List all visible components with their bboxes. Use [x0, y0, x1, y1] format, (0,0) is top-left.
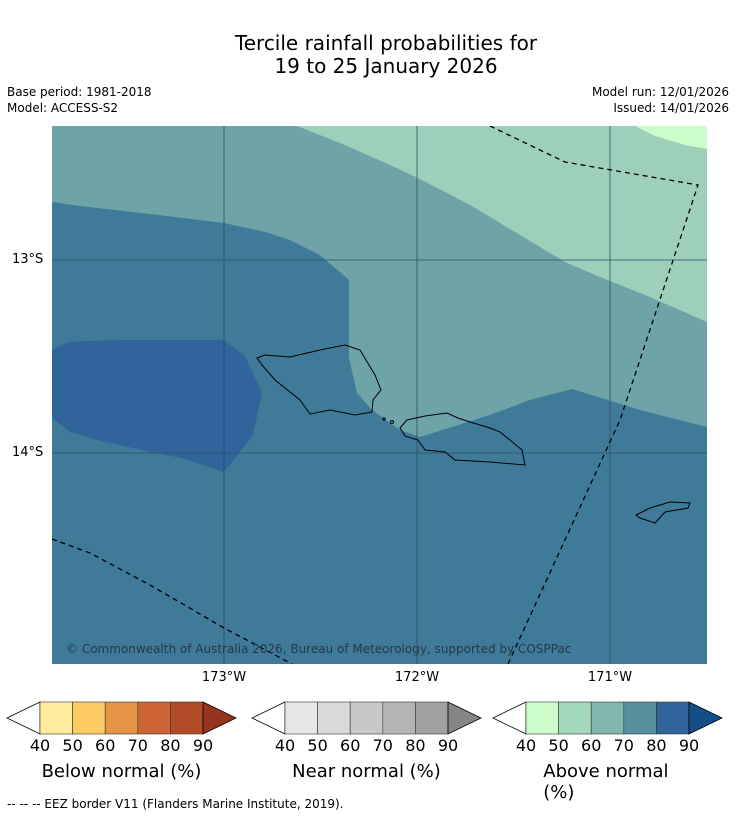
region-above-50-60 [297, 126, 707, 322]
colorbar-tick: 60 [340, 736, 361, 755]
lon-label-171w: 171°W [587, 670, 633, 685]
colorbar-segment [415, 701, 449, 735]
colorbar-2 [251, 701, 482, 735]
colorbar-title: Above normal (%) [543, 761, 669, 803]
colorbar-tick: 50 [307, 736, 328, 755]
colorbar-high-extend [202, 701, 237, 735]
colorbar-title: Near normal (%) [292, 761, 441, 782]
colorbar-low-extend [251, 701, 286, 735]
colorbar-1 [6, 701, 237, 735]
colorbar-segment [590, 701, 625, 735]
colorbar-segment [284, 701, 318, 735]
colorbar-segment [72, 701, 106, 735]
colorbar-segment [525, 701, 559, 735]
lon-label-173w: 173°W [201, 670, 247, 685]
colorbar-tick: 80 [405, 736, 426, 755]
colorbar-segment [349, 701, 384, 735]
colorbar-title: Below normal (%) [41, 761, 202, 782]
colorbar-tick: 90 [192, 736, 214, 755]
coastlines [256, 344, 691, 524]
colorbar-segment [558, 701, 592, 735]
colorbar-tick: 50 [548, 736, 569, 755]
colorbar-tick: 90 [678, 736, 700, 755]
colorbar-tick: 40 [515, 736, 537, 755]
eez-border [52, 126, 699, 664]
colorbar-tick: 70 [372, 736, 393, 755]
lat-label-13s: 13°S [12, 252, 44, 267]
colorbar-tick: 90 [437, 736, 459, 755]
colorbar-segment [137, 701, 171, 735]
issued-date: Issued: 14/01/2026 [613, 101, 729, 115]
title-line-2: 19 to 25 January 2026 [274, 54, 498, 78]
colorbar-tick: 80 [646, 736, 667, 755]
graticule [52, 126, 707, 664]
colorbar-segment [104, 701, 139, 735]
copyright-notice: © Commonwealth of Australia 2026, Bureau… [66, 642, 572, 656]
model-name: Model: ACCESS-S2 [7, 101, 119, 115]
colorbar-low-extend [492, 701, 527, 735]
lon-label-172w: 172°W [394, 670, 440, 685]
island-upolu [399, 412, 526, 466]
base-period: Base period: 1981-2018 [7, 85, 152, 99]
colorbar-segment [382, 701, 416, 735]
colorbar-tick: 70 [127, 736, 148, 755]
colorbar-tick: 60 [581, 736, 602, 755]
colorbar-tick: 40 [274, 736, 296, 755]
colorbar-segment [623, 701, 657, 735]
model-run: Model run: 12/01/2026 [591, 85, 729, 99]
colorbar-segment [39, 701, 73, 735]
colorbar-high-extend [447, 701, 482, 735]
colorbar-segment [317, 701, 351, 735]
colorbar-tick: 40 [29, 736, 51, 755]
colorbar-segment [170, 701, 204, 735]
island-savaii [256, 344, 382, 416]
eez-note: -- -- -- EEZ border V11 (Flanders Marine… [7, 797, 344, 811]
region-above-40-50 [635, 126, 707, 149]
colorbar-3 [492, 701, 723, 735]
colorbar-tick: 70 [613, 736, 634, 755]
colorbar-tick: 50 [62, 736, 83, 755]
region-above-80-90 [52, 340, 262, 472]
colorbar-low-extend [6, 701, 41, 735]
lat-label-14s: 14°S [12, 445, 44, 460]
colorbar-tick: 80 [160, 736, 181, 755]
colorbar-tick: 60 [95, 736, 116, 755]
colorbar-segment [656, 701, 690, 735]
island-tutuila [635, 501, 691, 524]
title-line-1: Tercile rainfall probabilities for [234, 31, 538, 55]
colorbar-high-extend [688, 701, 723, 735]
